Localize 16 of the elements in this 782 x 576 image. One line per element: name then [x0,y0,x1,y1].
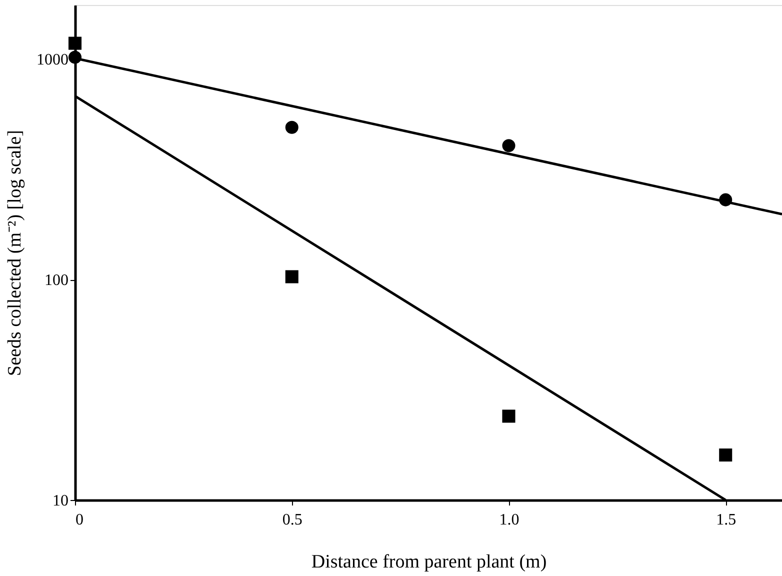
y-axis-title: Seeds collected (m⁻²) [log scale] [4,130,26,376]
point [502,139,516,152]
point [719,448,732,462]
y-tick-label: 1000 [36,52,68,69]
x-tick-label: 1.0 [499,512,520,528]
x-tick-label: 1.5 [716,512,736,528]
y-tick-label: 10 [52,492,68,510]
x-tick-label: 0 [76,512,84,528]
point [68,50,82,64]
point [502,410,516,423]
y-tick-label: 100 [44,272,68,290]
x-tick-label: 0.5 [282,512,302,528]
x-axis-title: Distance from parent plant (m) [311,552,547,572]
point [285,120,298,134]
point [68,36,82,50]
point [285,270,298,284]
